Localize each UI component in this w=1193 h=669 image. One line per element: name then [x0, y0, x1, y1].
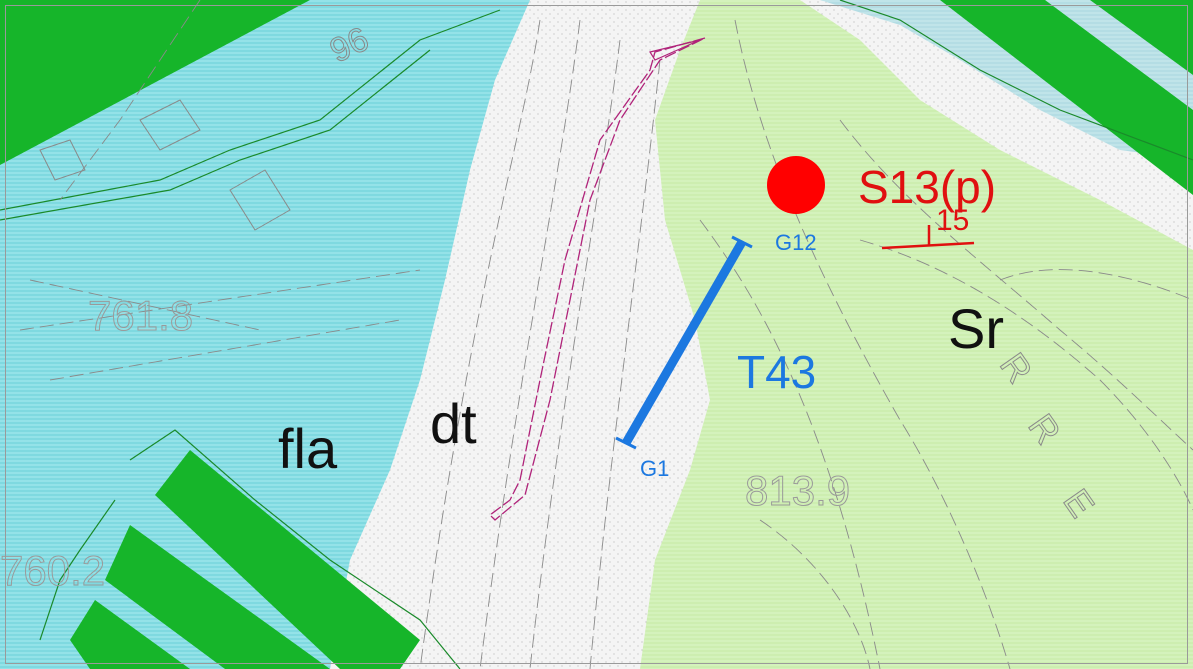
- strike-dip-symbol: [881, 225, 975, 250]
- fla-unit-area: [0, 0, 530, 669]
- terrace-band-top-left: [0, 0, 310, 165]
- building-outlines: [39, 99, 291, 231]
- magenta-trail: [489, 37, 706, 521]
- sample-point-label: S13(p): [858, 161, 996, 213]
- magenta-trail-head: [649, 39, 701, 61]
- terrace-band-bottom-3: [70, 600, 190, 669]
- terrace-band-top-right-1: [940, 0, 1193, 195]
- unit-label-sr: Sr: [948, 297, 1004, 360]
- contour-lines: [19, 0, 1193, 669]
- elevation-label-761: 761.8: [88, 292, 193, 339]
- unit-label-dt: dt: [430, 392, 477, 455]
- section-start-label: G1: [640, 456, 669, 481]
- elevation-label-813: 813.9: [745, 467, 850, 514]
- unit-label-fla: fla: [278, 417, 338, 480]
- elevation-label-760: 760.2: [0, 547, 105, 594]
- sample-point-marker[interactable]: [767, 156, 825, 214]
- section-end-label: G12: [775, 230, 817, 255]
- section-line-t43[interactable]: [615, 235, 753, 450]
- section-name-label: T43: [737, 346, 816, 398]
- terrace-band-top-right-2: [1090, 0, 1193, 75]
- terrace-band-bottom-2: [105, 525, 330, 669]
- terrace-band-bottom-1: [155, 450, 420, 669]
- dip-value-label: 15: [936, 204, 969, 237]
